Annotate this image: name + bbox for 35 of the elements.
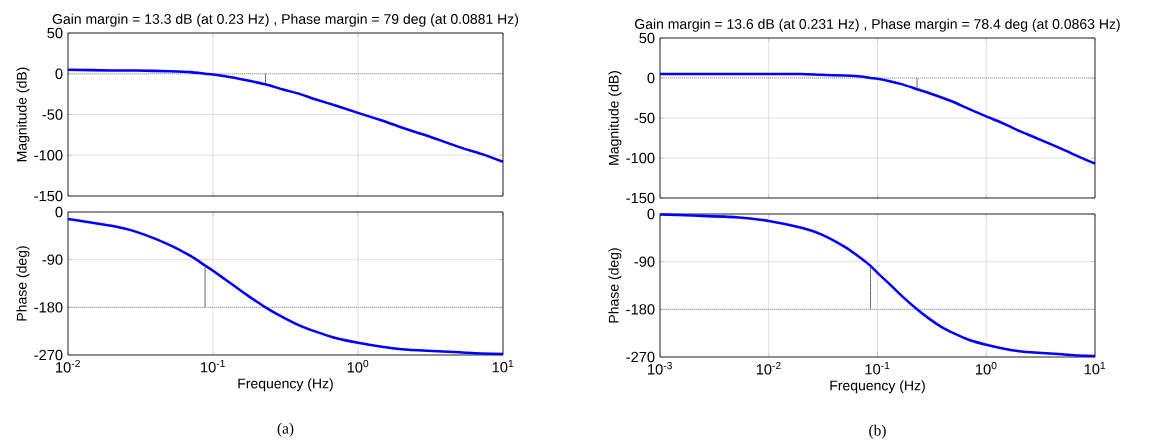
y-tick-label: 50 — [47, 27, 63, 39]
text: (b) — [869, 424, 886, 439]
y-tick-label: 0 — [647, 72, 655, 84]
y-axis-title: Phase (deg) — [16, 246, 30, 321]
y-tick-label: 0 — [55, 68, 63, 79]
x-tick-label: 10$^{-1}$ — [865, 361, 890, 375]
chart-title: Gain margin = 13.3 dB (at 0.23 Hz) , Phase margin = 79 deg (at 0.0881 Hz) — [52, 13, 519, 27]
chart-title: Gain margin = 13.6 dB (at 0.231 Hz) , Phase margin = 78.4 deg (at 0.0863 Hz) — [635, 18, 1120, 32]
y-tick-label: -100 — [626, 152, 655, 164]
y-tick-label: -150 — [34, 190, 63, 202]
y-axis-title: Magnitude (dB) — [16, 67, 30, 162]
x-tick-label: 10$^{0}$ — [347, 359, 369, 373]
x-tick-label: 10$^{1}$ — [492, 359, 514, 373]
x-axis-title: Frequency (Hz) — [830, 380, 925, 394]
y-tick-label: -270 — [626, 351, 655, 363]
y-tick-label: 0 — [647, 208, 655, 220]
y-tick-label: -270 — [34, 349, 63, 361]
y-tick-label: -150 — [626, 192, 655, 204]
y-tick-label: -180 — [626, 304, 655, 315]
y-tick-label: -100 — [34, 150, 63, 161]
y-tick-label: -50 — [42, 109, 63, 120]
y-tick-label: -180 — [34, 302, 63, 313]
y-tick-label: -90 — [634, 256, 655, 267]
y-axis-title: Magnitude (dB) — [608, 71, 622, 165]
y-tick-label: 50 — [639, 32, 655, 44]
x-tick-label: 10$^{1}$ — [1084, 361, 1106, 375]
x-tick-label: 10$^{-1}$ — [201, 359, 225, 373]
y-axis-title: Phase (deg) — [608, 248, 622, 323]
y-tick-label: 0 — [55, 206, 63, 218]
y-tick-label: -90 — [42, 254, 63, 265]
text: (a) — [277, 422, 294, 437]
x-tick-label: 10$^{-2}$ — [756, 361, 781, 375]
y-tick-label: -50 — [634, 112, 655, 124]
x-axis-title: Frequency (Hz) — [238, 378, 333, 392]
x-tick-label: 10$^{0}$ — [976, 361, 997, 375]
